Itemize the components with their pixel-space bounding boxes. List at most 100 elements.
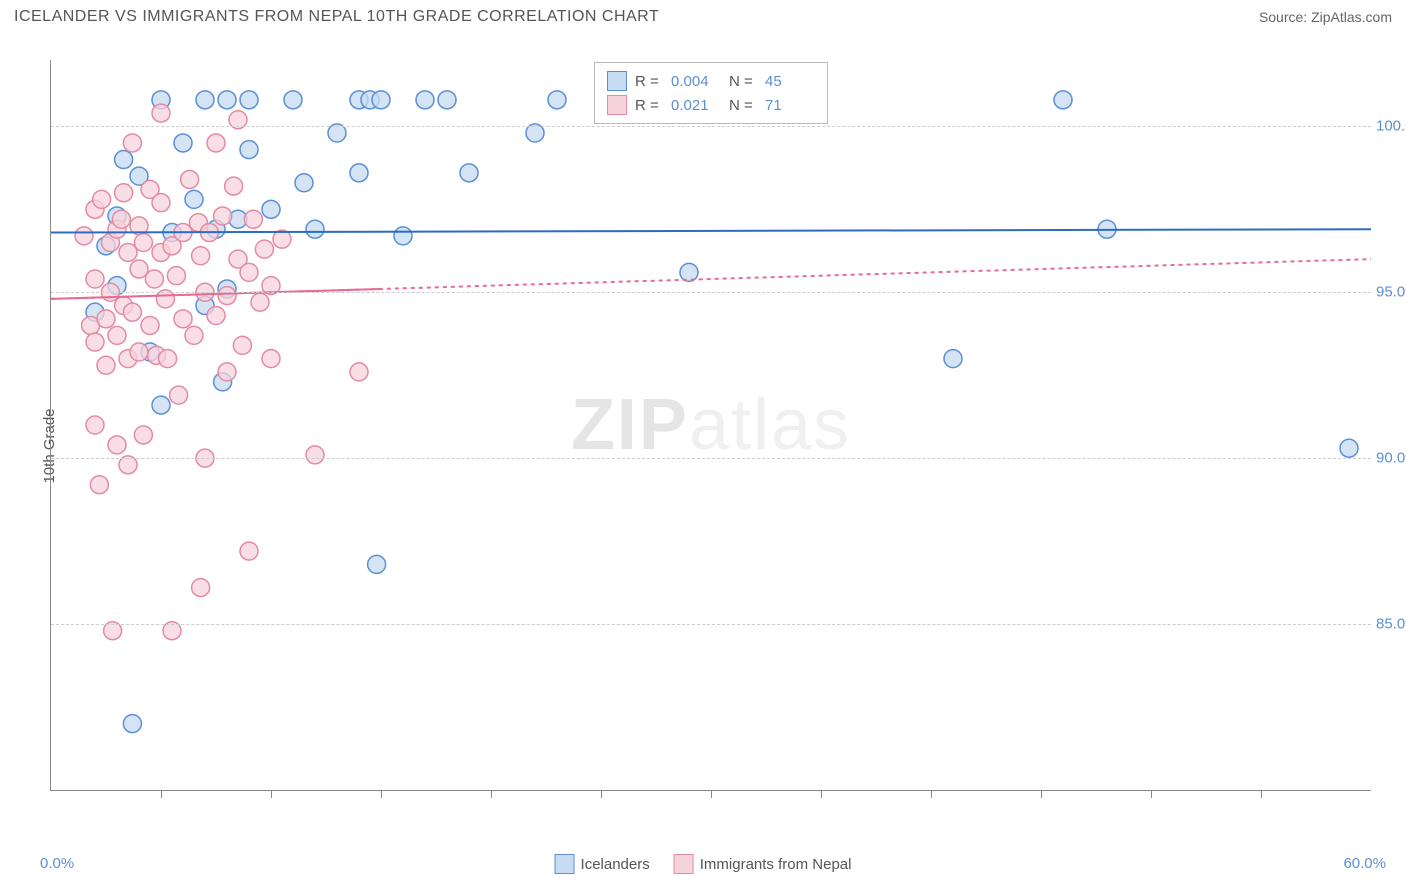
gridline xyxy=(51,624,1371,625)
n-value: 71 xyxy=(765,97,815,114)
data-point xyxy=(548,91,566,109)
r-value: 0.004 xyxy=(671,73,721,90)
data-point xyxy=(97,310,115,328)
stats-row: R =0.004N =45 xyxy=(607,69,815,93)
data-point xyxy=(262,350,280,368)
data-point xyxy=(350,164,368,182)
data-point xyxy=(306,220,324,238)
data-point xyxy=(170,386,188,404)
source-label: Source: ZipAtlas.com xyxy=(1259,9,1392,25)
x-tick xyxy=(601,790,602,798)
data-point xyxy=(86,270,104,288)
data-point xyxy=(244,210,262,228)
y-tick-label: 95.0% xyxy=(1376,284,1406,301)
data-point xyxy=(460,164,478,182)
data-point xyxy=(152,396,170,414)
data-point xyxy=(251,293,269,311)
trend-line xyxy=(51,229,1371,232)
legend-label: Immigrants from Nepal xyxy=(700,856,852,873)
x-axis-end-label: 60.0% xyxy=(1343,855,1386,872)
data-point xyxy=(152,194,170,212)
gridline xyxy=(51,126,1371,127)
n-value: 45 xyxy=(765,73,815,90)
data-point xyxy=(218,287,236,305)
data-point xyxy=(416,91,434,109)
data-point xyxy=(233,336,251,354)
data-point xyxy=(1054,91,1072,109)
data-point xyxy=(368,555,386,573)
data-point xyxy=(141,316,159,334)
legend-label: Icelanders xyxy=(581,856,650,873)
swatch-icon xyxy=(555,854,575,874)
data-point xyxy=(350,363,368,381)
data-point xyxy=(372,91,390,109)
data-point xyxy=(115,151,133,169)
legend-item: Icelanders xyxy=(555,854,650,874)
data-point xyxy=(134,234,152,252)
x-tick xyxy=(821,790,822,798)
bottom-legend: Icelanders Immigrants from Nepal xyxy=(555,854,852,874)
data-point xyxy=(90,476,108,494)
trend-line-solid xyxy=(51,289,381,299)
data-point xyxy=(115,184,133,202)
stats-box: R =0.004N =45R =0.021N =71 xyxy=(594,62,828,124)
data-point xyxy=(112,210,130,228)
data-point xyxy=(214,207,232,225)
data-point xyxy=(75,227,93,245)
x-axis-start-label: 0.0% xyxy=(40,855,74,872)
swatch-icon xyxy=(607,95,627,115)
data-point xyxy=(185,326,203,344)
x-tick xyxy=(381,790,382,798)
data-point xyxy=(123,715,141,733)
data-point xyxy=(207,307,225,325)
r-value: 0.021 xyxy=(671,97,721,114)
x-tick xyxy=(161,790,162,798)
data-point xyxy=(944,350,962,368)
gridline xyxy=(51,458,1371,459)
data-point xyxy=(123,303,141,321)
data-point xyxy=(130,260,148,278)
r-label: R = xyxy=(635,73,663,90)
data-point xyxy=(97,356,115,374)
r-label: R = xyxy=(635,97,663,114)
data-point xyxy=(159,350,177,368)
y-tick-label: 90.0% xyxy=(1376,450,1406,467)
data-point xyxy=(174,134,192,152)
swatch-icon xyxy=(607,71,627,91)
header: ICELANDER VS IMMIGRANTS FROM NEPAL 10TH … xyxy=(0,0,1406,30)
data-point xyxy=(306,446,324,464)
x-tick xyxy=(491,790,492,798)
data-point xyxy=(196,91,214,109)
data-point xyxy=(123,134,141,152)
data-point xyxy=(284,91,302,109)
data-point xyxy=(240,542,258,560)
data-point xyxy=(130,343,148,361)
data-point xyxy=(680,263,698,281)
data-point xyxy=(394,227,412,245)
n-label: N = xyxy=(729,97,757,114)
data-point xyxy=(86,333,104,351)
data-point xyxy=(174,310,192,328)
data-point xyxy=(108,326,126,344)
data-point xyxy=(240,141,258,159)
data-point xyxy=(108,436,126,454)
y-tick-label: 85.0% xyxy=(1376,616,1406,633)
data-point xyxy=(218,91,236,109)
chart-title: ICELANDER VS IMMIGRANTS FROM NEPAL 10TH … xyxy=(14,8,659,26)
data-point xyxy=(218,363,236,381)
data-point xyxy=(240,91,258,109)
data-point xyxy=(1340,439,1358,457)
data-point xyxy=(145,270,163,288)
data-point xyxy=(134,426,152,444)
data-point xyxy=(152,104,170,122)
data-point xyxy=(438,91,456,109)
data-point xyxy=(207,134,225,152)
data-point xyxy=(240,263,258,281)
data-point xyxy=(192,579,210,597)
x-tick xyxy=(1261,790,1262,798)
data-point xyxy=(255,240,273,258)
y-tick-label: 100.0% xyxy=(1376,118,1406,135)
x-tick xyxy=(271,790,272,798)
data-point xyxy=(225,177,243,195)
x-tick xyxy=(711,790,712,798)
